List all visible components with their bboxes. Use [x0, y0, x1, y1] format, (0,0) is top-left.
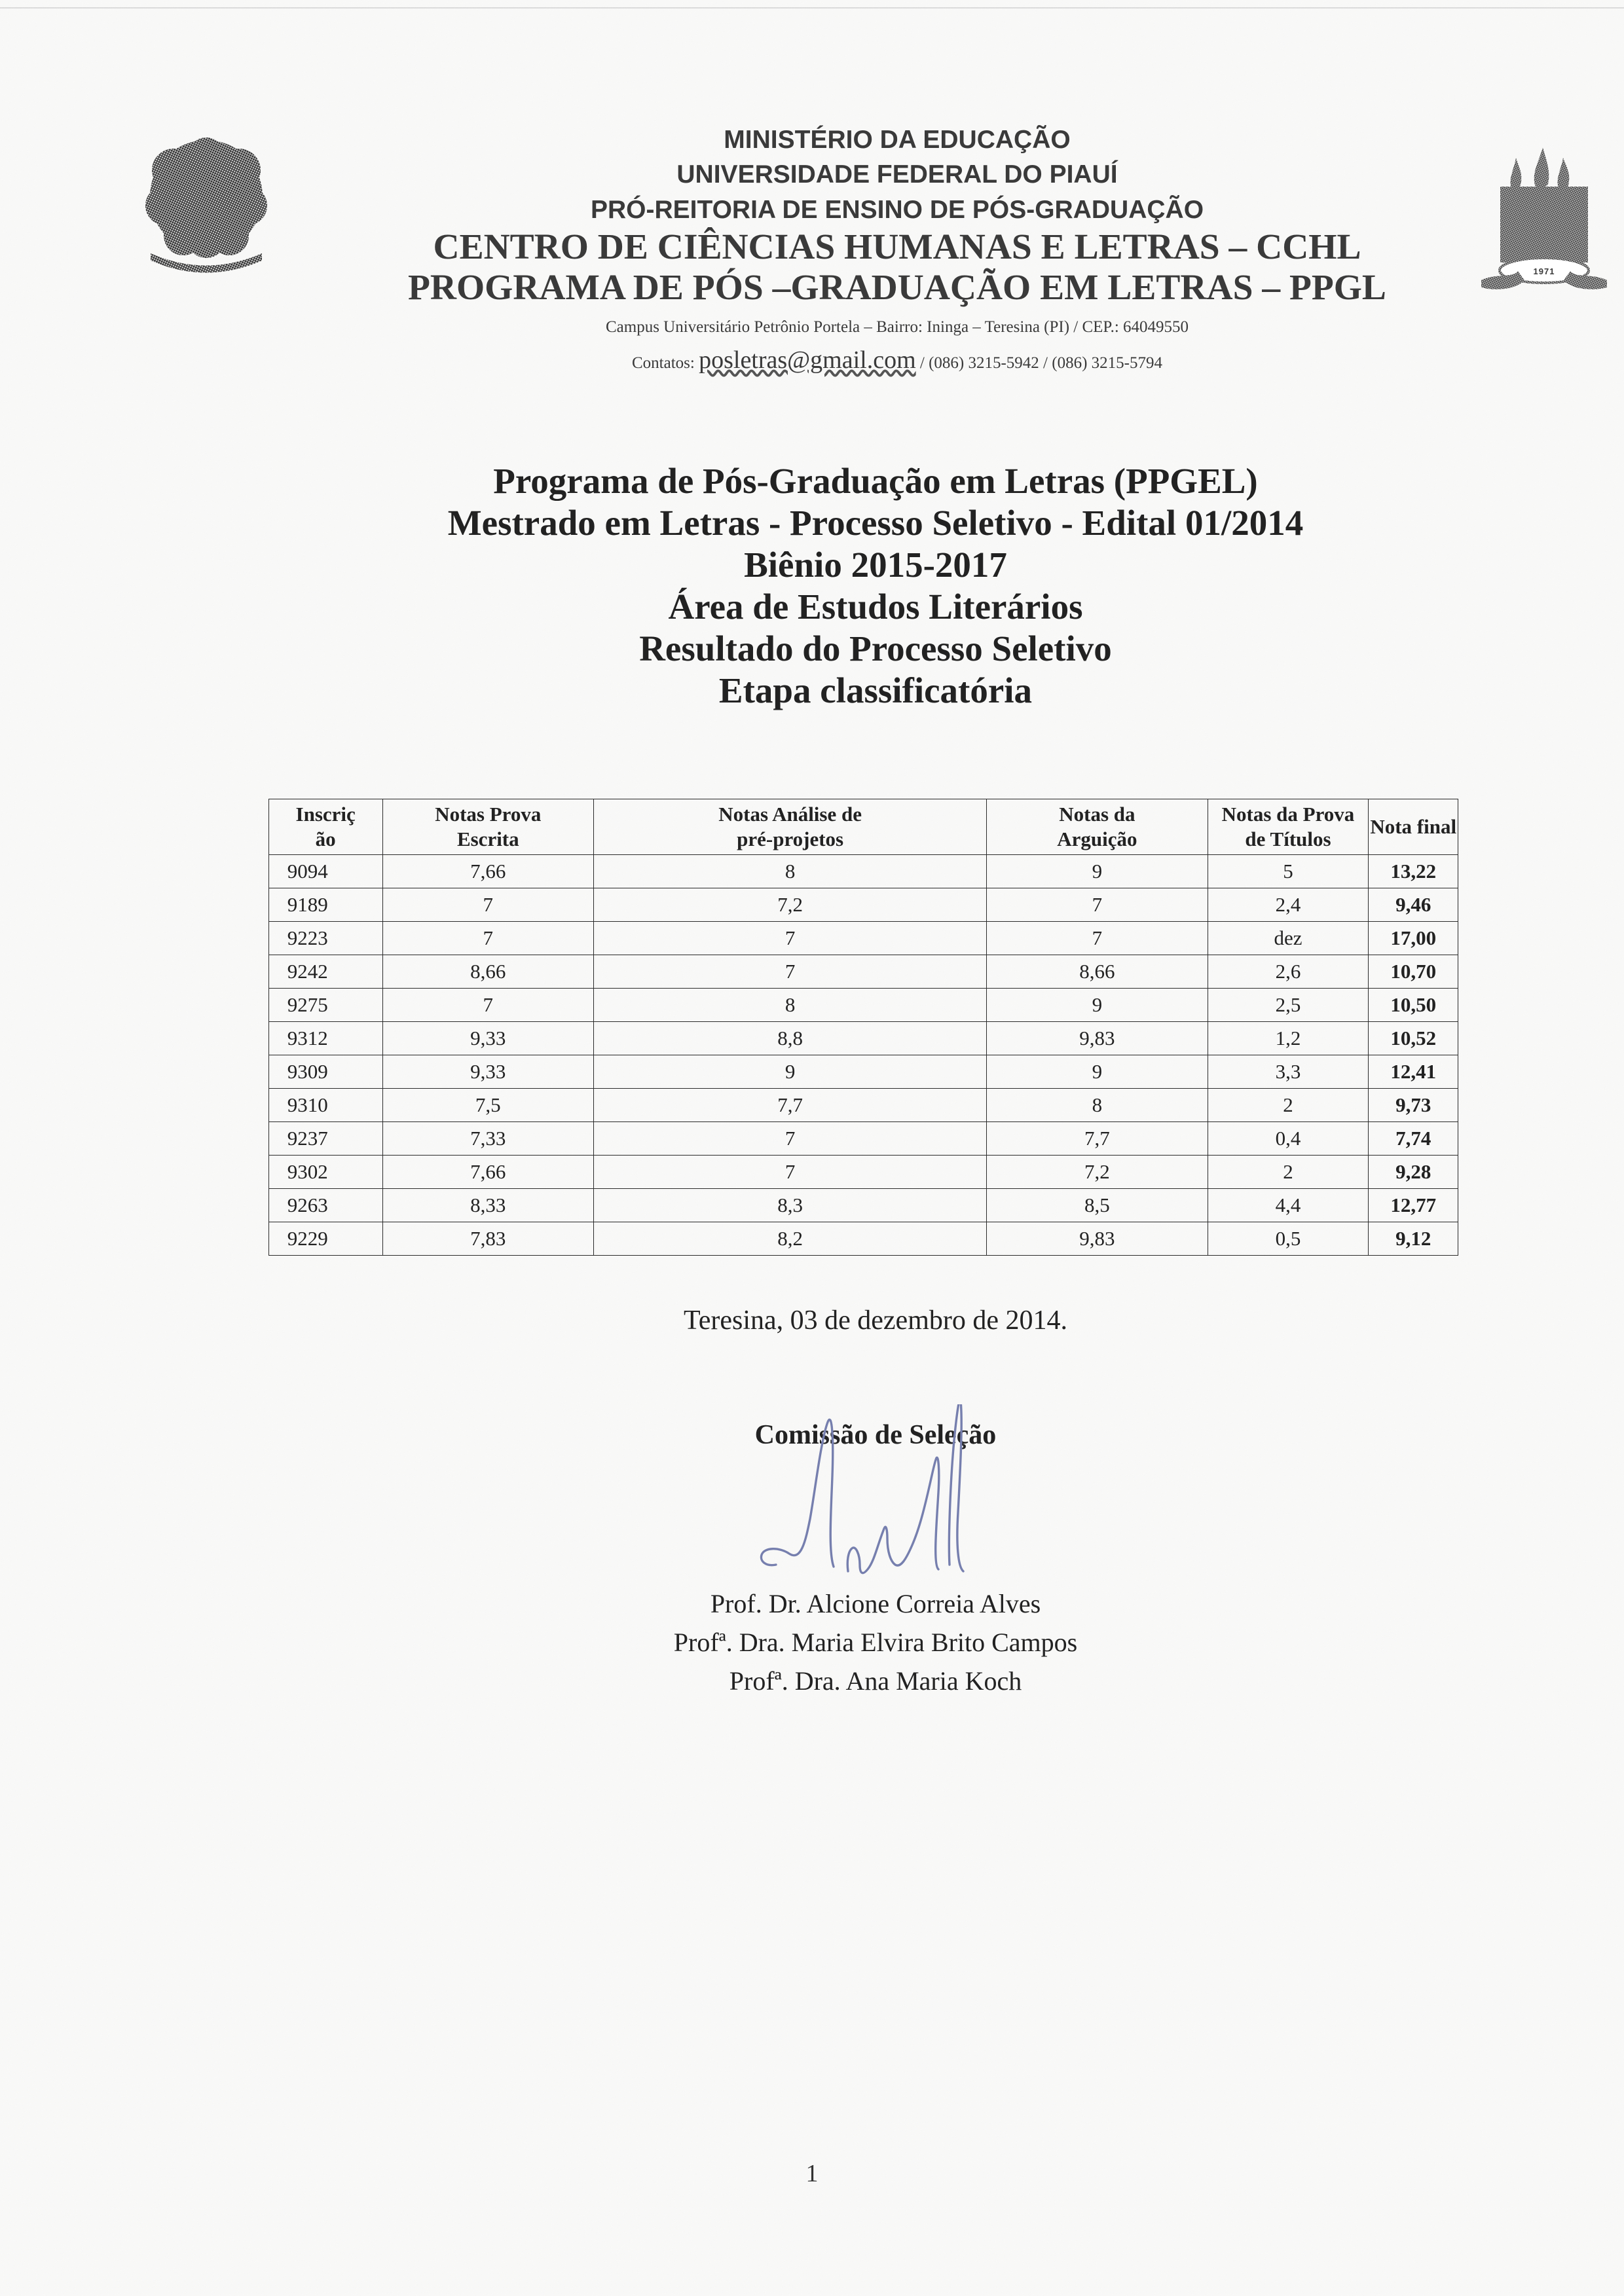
svg-text:1971: 1971	[1534, 266, 1555, 276]
